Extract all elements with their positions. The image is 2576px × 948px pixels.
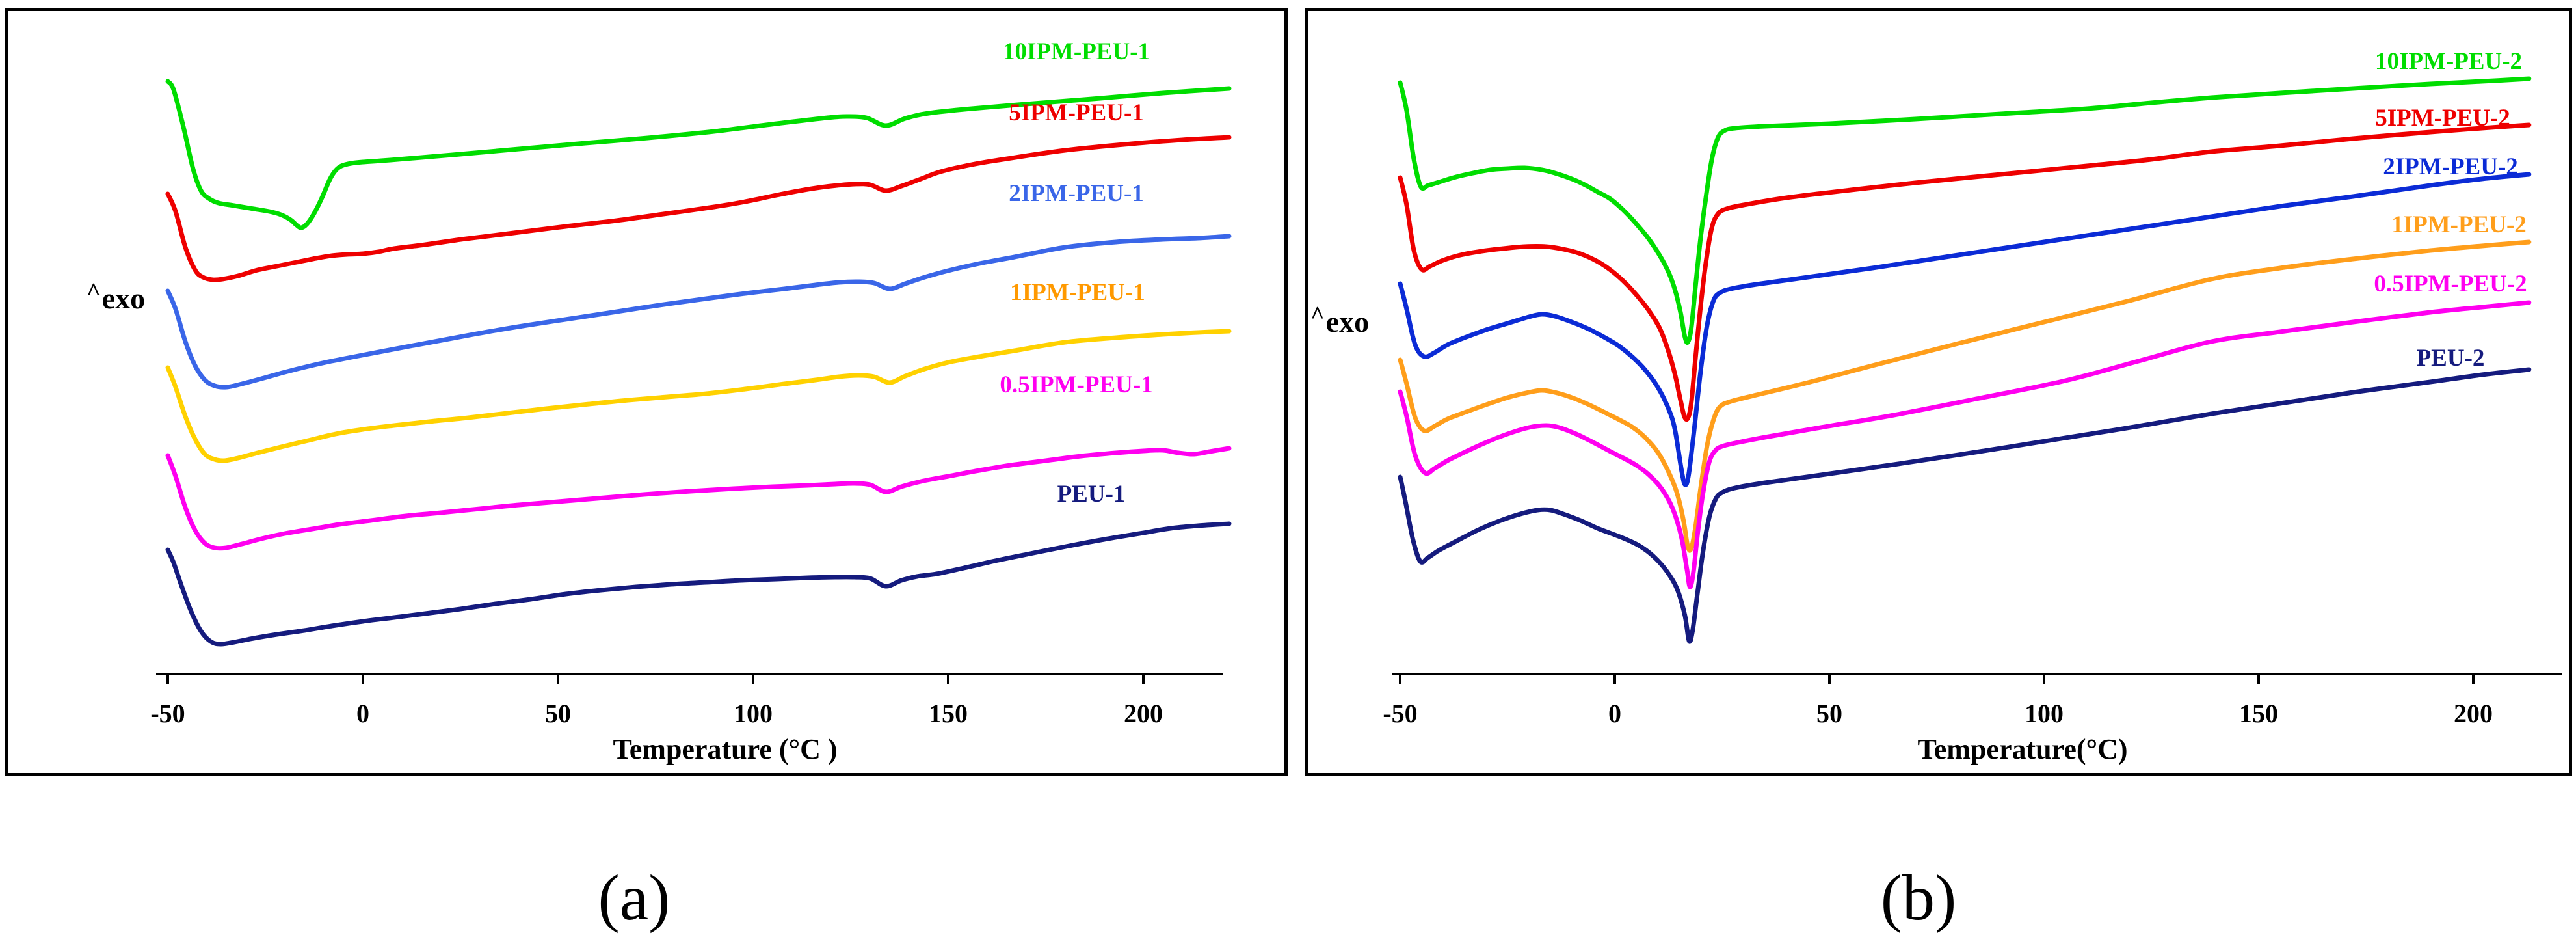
x-axis-tick-label: 0: [356, 699, 369, 728]
curve-PEU-1: [165, 521, 1232, 647]
curve-2IPM-PEU-2: [1398, 172, 2532, 487]
series-label-10IPM-PEU-2: 10IPM-PEU-2: [2375, 48, 2522, 75]
plot-area-b: -50 0 50 100 150 200 10IPM-PEU-2 5IPM-PEU-2 2IPM…: [1383, 48, 2562, 728]
series-label-10IPM-PEU-1: 10IPM-PEU-1: [1003, 38, 1150, 65]
curve-1IPM-PEU-2: [1398, 239, 2532, 553]
curve-10IPM-PEU-2: [1398, 76, 2532, 345]
exo-axis-label-a: ^exo: [64, 278, 168, 316]
exo-word: exo: [1325, 305, 1370, 338]
series-label-1IPM-PEU-2: 1IPM-PEU-2: [2391, 211, 2527, 238]
x-axis-title-a: Temperature (°C ): [613, 733, 838, 765]
panel-b: -50 0 50 100 150 200 10IPM-PEU-2 5IPM-PEU-2 2IPM…: [1305, 8, 2572, 776]
curve-PEU-2: [1398, 367, 2532, 644]
x-axis-tick-label: 50: [1816, 699, 1842, 728]
exo-axis-label-b: ^exo: [1291, 302, 1388, 339]
x-axis-tick-label: 150: [2239, 699, 2278, 728]
curve-0.5IPM-PEU-1: [165, 446, 1232, 551]
x-axis-tick-label: -50: [150, 699, 185, 728]
x-axis-tick-label: -50: [1383, 699, 1417, 728]
exo-caret-icon: ^: [86, 278, 101, 306]
x-axis-tick-label: 150: [929, 699, 968, 728]
x-axis-tick-label: 100: [2025, 699, 2064, 728]
series-label-1IPM-PEU-1: 1IPM-PEU-1: [1010, 279, 1145, 306]
x-axis-tick-label: 200: [1124, 699, 1163, 728]
x-axis-tick-label: 50: [545, 699, 571, 728]
series-label-5IPM-PEU-2: 5IPM-PEU-2: [2375, 105, 2510, 131]
x-axis-tick-label: 200: [2454, 699, 2493, 728]
curve-2IPM-PEU-1: [165, 234, 1232, 390]
x-axis-tick-label: 100: [734, 699, 773, 728]
caption-a: (a): [598, 861, 671, 934]
curve-0.5IPM-PEU-2: [1398, 300, 2532, 589]
plot-area-a: -50 0 50 100 150 200 10IPM-PEU-1 5IPM-PEU-1 2IPM…: [150, 38, 1232, 728]
x-axis-tick-label: 0: [1608, 699, 1621, 728]
panel-a: -50 0 50 100 150 200 10IPM-PEU-1 5IPM-PEU-1 2IPM…: [5, 8, 1288, 776]
curve-5IPM-PEU-1: [165, 135, 1232, 282]
curve-5IPM-PEU-2: [1398, 122, 2532, 422]
x-axis-title-b: Temperature(°C): [1917, 733, 2128, 765]
series-label-5IPM-PEU-1: 5IPM-PEU-1: [1009, 100, 1144, 126]
series-label-PEU-1: PEU-1: [1057, 481, 1126, 508]
caption-b: (b): [1880, 861, 1957, 934]
series-label-0.5IPM-PEU-1: 0.5IPM-PEU-1: [1000, 372, 1152, 398]
curve-1IPM-PEU-1: [165, 329, 1232, 463]
exo-caret-icon: ^: [1310, 302, 1325, 329]
series-label-2IPM-PEU-2: 2IPM-PEU-2: [2383, 154, 2518, 180]
series-label-2IPM-PEU-1: 2IPM-PEU-1: [1009, 180, 1144, 207]
exo-word: exo: [101, 282, 146, 315]
curve-10IPM-PEU-1: [165, 79, 1232, 230]
series-label-PEU-2: PEU-2: [2417, 345, 2485, 372]
series-label-0.5IPM-PEU-2: 0.5IPM-PEU-2: [2374, 271, 2527, 297]
